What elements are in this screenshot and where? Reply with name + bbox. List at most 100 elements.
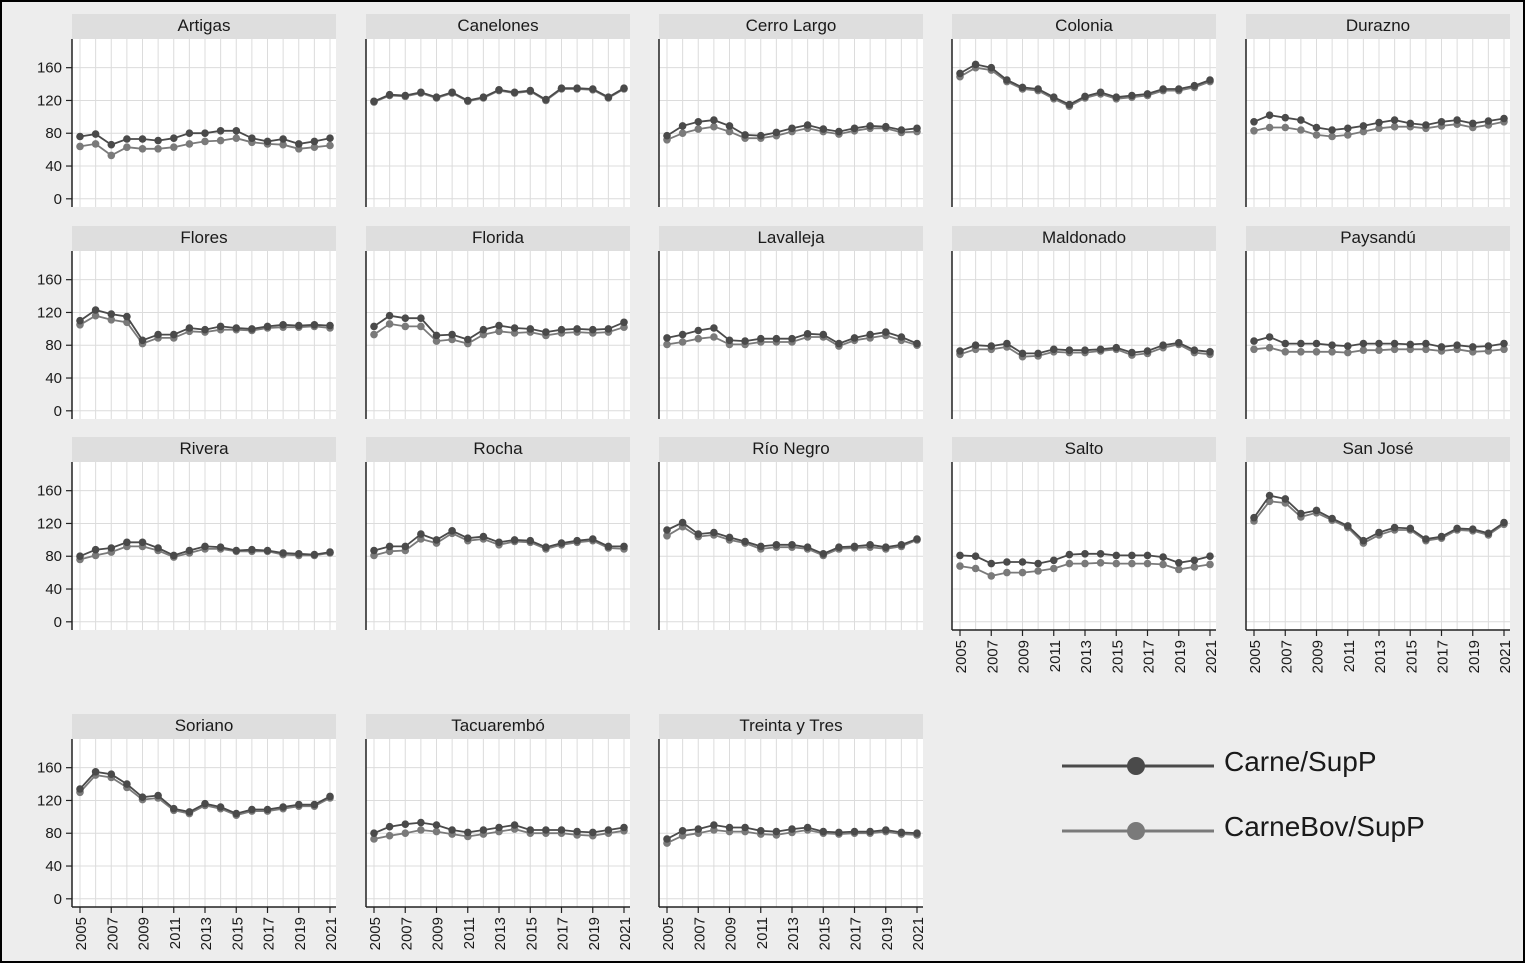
plot-area <box>659 39 923 207</box>
data-point <box>620 823 628 832</box>
data-point <box>326 321 334 330</box>
data-point <box>1437 343 1446 351</box>
data-point <box>526 536 535 545</box>
data-point <box>694 825 703 833</box>
data-point <box>170 804 178 813</box>
data-point <box>216 322 225 331</box>
data-point <box>417 818 425 827</box>
data-point <box>694 125 703 133</box>
data-point <box>401 91 410 100</box>
data-point <box>1206 552 1214 560</box>
data-point <box>710 333 718 341</box>
data-point <box>1206 348 1214 356</box>
data-point <box>1453 116 1461 124</box>
x-tick-label: 2011 <box>1341 640 1358 672</box>
data-point <box>897 541 906 549</box>
data-point <box>479 93 488 101</box>
data-point <box>1034 349 1042 358</box>
data-point <box>1250 345 1258 354</box>
data-point <box>1453 341 1461 350</box>
data-point <box>432 827 441 836</box>
data-point <box>464 828 472 837</box>
data-point <box>741 131 749 139</box>
data-point <box>1143 347 1152 355</box>
y-tick-label: 40 <box>45 581 62 598</box>
data-point <box>526 86 535 95</box>
legend-marker <box>1127 822 1145 840</box>
data-point <box>1018 568 1027 577</box>
data-point <box>1250 513 1258 522</box>
data-point <box>479 325 488 334</box>
data-point <box>170 143 178 151</box>
data-point <box>1484 117 1493 125</box>
data-point <box>295 800 303 809</box>
data-point <box>326 548 334 556</box>
plot-area <box>952 39 1216 207</box>
data-point <box>1390 523 1399 532</box>
data-point <box>479 826 488 834</box>
data-point <box>710 821 718 829</box>
data-point <box>694 530 703 538</box>
data-point <box>897 126 906 134</box>
data-point <box>678 122 687 130</box>
y-tick-label: 80 <box>45 337 62 354</box>
facet-title: Tacuarembó <box>451 716 545 735</box>
x-tick-label: 2013 <box>1372 640 1389 673</box>
data-point <box>1112 343 1121 352</box>
facet-title: Artigas <box>178 16 231 35</box>
x-tick-label: 2021 <box>323 917 340 950</box>
data-point <box>1359 122 1368 130</box>
data-point <box>216 803 225 811</box>
data-point <box>1500 518 1508 527</box>
x-tick-label: 2017 <box>555 917 572 950</box>
data-point <box>620 84 628 92</box>
data-point <box>1484 529 1493 538</box>
data-point <box>757 827 765 835</box>
data-point <box>201 799 209 808</box>
data-point <box>678 338 687 346</box>
facet-panel: Artigas 0 40 80 120 160 <box>37 14 336 208</box>
data-point <box>542 328 550 336</box>
data-point <box>788 541 796 549</box>
data-point <box>154 791 162 800</box>
data-point <box>1422 535 1430 543</box>
data-point <box>263 805 272 814</box>
data-point <box>1344 348 1352 357</box>
data-point <box>370 546 378 555</box>
data-point <box>589 828 597 837</box>
data-point <box>542 95 550 104</box>
data-point <box>663 835 671 843</box>
data-point <box>370 829 378 837</box>
data-point <box>987 63 996 72</box>
data-point <box>448 330 456 339</box>
y-tick-label: 80 <box>45 548 62 565</box>
legend-marker <box>1127 757 1145 775</box>
plot-area <box>659 251 923 419</box>
facet-strip <box>659 437 923 462</box>
x-tick-label: 2019 <box>879 917 896 950</box>
data-point <box>107 140 116 149</box>
data-point <box>1359 339 1368 348</box>
facet-title: San José <box>1343 439 1414 458</box>
data-point <box>819 827 828 836</box>
data-point <box>956 347 964 355</box>
data-point <box>589 325 597 334</box>
data-point <box>866 330 874 339</box>
facet-strip <box>659 714 923 739</box>
facet-title: Salto <box>1065 439 1104 458</box>
data-point <box>310 800 319 809</box>
data-point <box>432 93 441 101</box>
data-point <box>1312 131 1321 139</box>
data-point <box>1437 532 1446 541</box>
data-point <box>385 311 394 320</box>
data-point <box>1500 114 1508 123</box>
data-point <box>1018 83 1027 92</box>
data-point <box>417 826 425 834</box>
data-point <box>1003 339 1011 348</box>
data-point <box>279 803 287 811</box>
facet-strip <box>1246 14 1510 39</box>
facet-title: Cerro Largo <box>746 16 837 35</box>
data-point <box>170 330 178 339</box>
data-point <box>370 330 378 339</box>
data-point <box>91 130 100 138</box>
